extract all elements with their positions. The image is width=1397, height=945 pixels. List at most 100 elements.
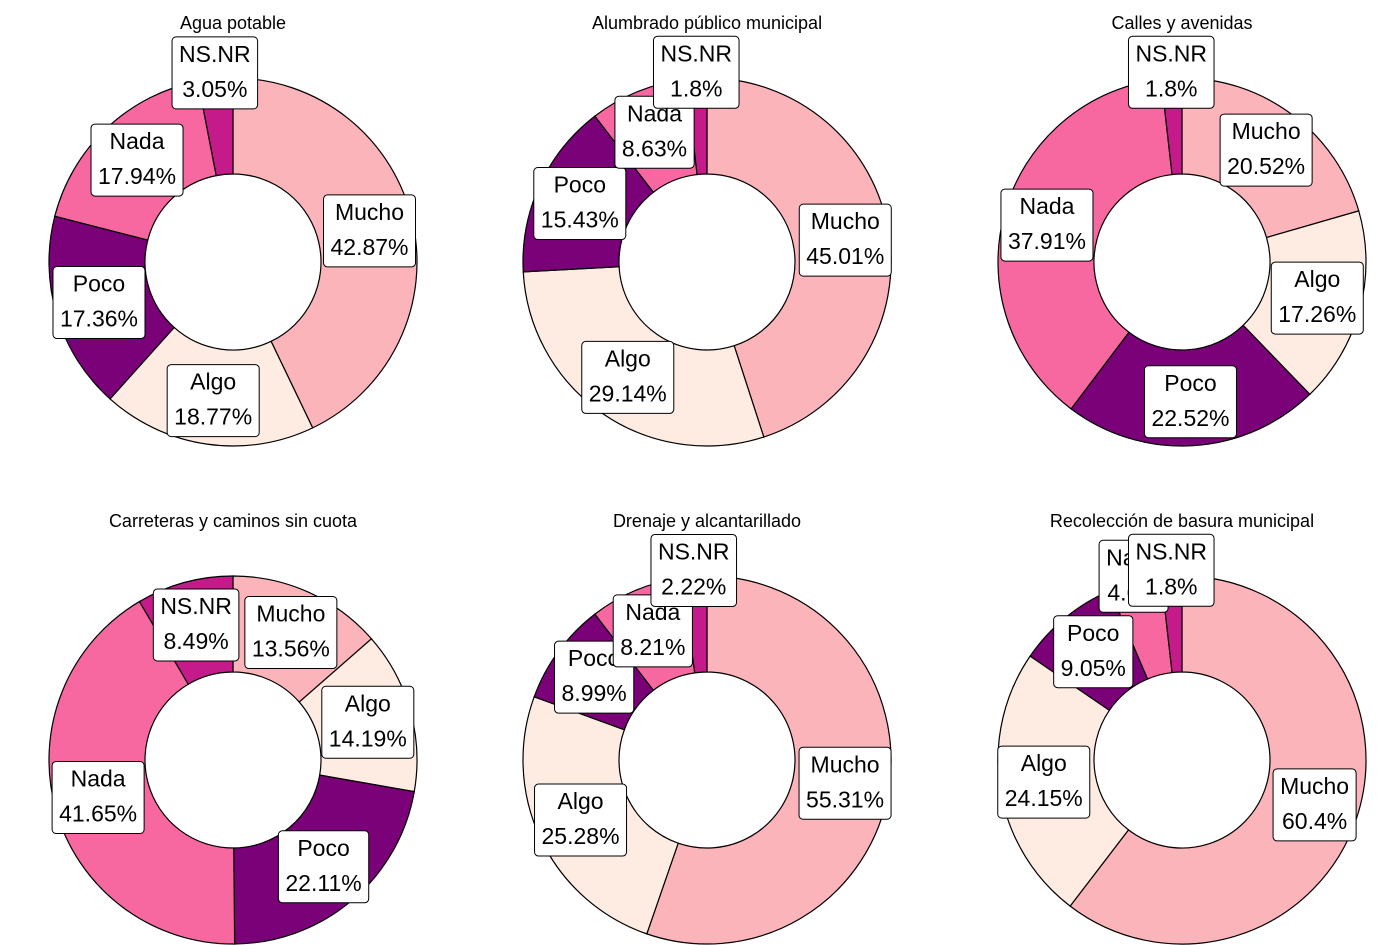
label-value: 22.11% — [285, 870, 361, 896]
label-box — [166, 364, 260, 438]
label-box — [51, 760, 145, 834]
label-box — [652, 35, 740, 109]
label-value: 2.22% — [661, 574, 726, 600]
label-category: Algo — [190, 369, 236, 395]
label-value: 1.8% — [670, 75, 722, 101]
label-category: Algo — [605, 346, 651, 372]
slice-label: Poco 22.11% — [277, 830, 370, 904]
label-value: 14.19% — [329, 725, 407, 751]
label-value: 60.4% — [1282, 808, 1347, 834]
slice-label: Poco 17.36% — [52, 266, 146, 340]
label-value: 13.56% — [252, 636, 330, 662]
chart-title: Alumbrado público municipal — [592, 13, 822, 33]
label-value: 29.14% — [589, 381, 667, 407]
label-category: NS.NR — [1135, 40, 1207, 66]
label-category: Poco — [568, 645, 620, 671]
label-category: Mucho — [811, 208, 880, 234]
label-box — [533, 167, 627, 241]
label-category: NS.NR — [160, 593, 232, 619]
slice-label: Algo 29.14% — [581, 340, 675, 414]
label-box — [1272, 768, 1357, 842]
label-box — [798, 203, 892, 277]
slice-label: Nada 37.91% — [1000, 188, 1094, 262]
label-box — [1053, 615, 1134, 689]
label-category: Nada — [110, 128, 165, 154]
slice-label: NS.NR 1.8% — [652, 35, 740, 109]
label-box — [1127, 533, 1215, 607]
slice-label: Algo 24.15% — [997, 745, 1091, 819]
chart-title: Agua potable — [180, 13, 286, 33]
label-category: NS.NR — [1135, 538, 1207, 564]
label-value: 37.91% — [1008, 228, 1086, 254]
chart-title: Recolección de basura municipal — [1050, 511, 1314, 531]
label-box — [1000, 188, 1094, 262]
label-value: 17.36% — [60, 306, 138, 332]
label-box — [534, 783, 628, 857]
label-value: 8.21% — [620, 634, 685, 660]
label-value: 8.49% — [163, 628, 228, 654]
label-category: Nada — [71, 766, 126, 792]
label-value: 41.65% — [59, 801, 137, 827]
slice-label: Nada 17.94% — [90, 123, 184, 197]
slice-label: NS.NR 1.8% — [1127, 35, 1215, 109]
label-value: 25.28% — [542, 823, 620, 849]
label-category: Mucho — [1280, 773, 1349, 799]
label-category: Poco — [73, 271, 125, 297]
label-category: Mucho — [335, 199, 404, 225]
slice-label: Poco 15.43% — [533, 167, 627, 241]
slice-label: Mucho 42.87% — [322, 194, 417, 268]
label-category: Algo — [1021, 750, 1067, 776]
label-box — [277, 830, 370, 904]
label-value: 42.87% — [330, 234, 408, 260]
slice-label: NS.NR 8.49% — [152, 588, 240, 662]
slice-label: NS.NR 2.22% — [650, 533, 738, 607]
label-box — [997, 745, 1091, 819]
label-box — [1270, 261, 1364, 335]
label-value: 8.99% — [562, 680, 627, 706]
label-value: 1.8% — [1145, 75, 1197, 101]
label-value: 17.26% — [1278, 301, 1356, 327]
slice-label: Mucho 55.31% — [798, 746, 892, 820]
label-value: 55.31% — [806, 786, 884, 812]
label-box — [322, 194, 417, 268]
label-category: Mucho — [1232, 118, 1301, 144]
slice-label: Nada 41.65% — [51, 760, 145, 834]
slice-label: Poco 9.05% — [1053, 615, 1134, 689]
label-box — [171, 36, 259, 110]
label-value: 45.01% — [806, 243, 884, 269]
slice-label: NS.NR 3.05% — [171, 36, 259, 110]
label-category: Nada — [1019, 193, 1074, 219]
label-value: 20.52% — [1227, 153, 1305, 179]
label-box — [581, 340, 675, 414]
label-value: 22.52% — [1151, 405, 1229, 431]
slice-label: Mucho 13.56% — [244, 596, 338, 670]
slice-label: Algo 18.77% — [166, 364, 260, 438]
label-box — [1127, 35, 1215, 109]
slice-label: Mucho 45.01% — [798, 203, 892, 277]
label-box — [650, 533, 738, 607]
label-category: Algo — [345, 690, 391, 716]
label-category: Poco — [1067, 620, 1119, 646]
label-category: NS.NR — [179, 41, 251, 67]
slice-label: Algo 17.26% — [1270, 261, 1364, 335]
slice-label: Poco 22.52% — [1143, 365, 1237, 439]
label-box — [152, 588, 240, 662]
label-category: Algo — [558, 788, 604, 814]
slice-label: Mucho 60.4% — [1272, 768, 1357, 842]
label-box — [1219, 113, 1313, 187]
label-category: NS.NR — [658, 539, 730, 565]
donut-slice — [1069, 575, 1367, 945]
label-box — [1143, 365, 1237, 439]
chart-title: Drenaje y alcantarillado — [613, 511, 801, 531]
slice-label: Algo 25.28% — [534, 783, 628, 857]
chart-title: Carreteras y caminos sin cuota — [109, 511, 358, 531]
slice-label: Mucho 20.52% — [1219, 113, 1313, 187]
label-category: Poco — [554, 172, 606, 198]
label-category: Poco — [297, 835, 349, 861]
label-category: Algo — [1294, 266, 1340, 292]
label-box — [798, 746, 892, 820]
label-box — [244, 596, 338, 670]
label-value: 15.43% — [541, 207, 619, 233]
